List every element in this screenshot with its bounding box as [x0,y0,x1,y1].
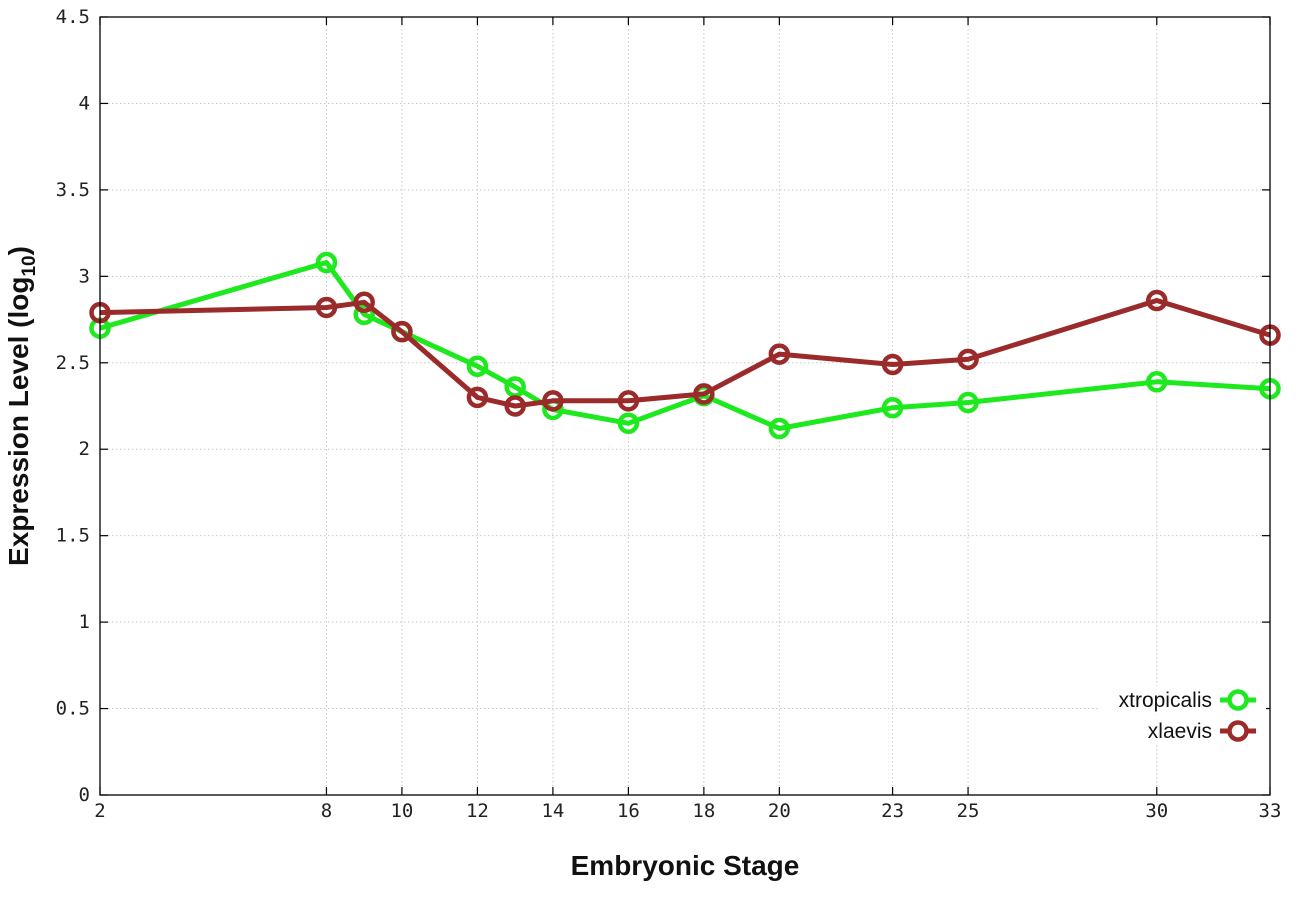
series-line-xtropicalis [99,260,1271,431]
data-point-xlaevis [881,353,904,376]
x-tick-label: 2 [94,800,105,822]
data-point-xtropicalis [353,303,375,326]
data-point-xtropicalis [617,412,640,435]
x-tick-label: 8 [321,800,332,822]
x-tick-label: 14 [541,800,564,822]
x-tick-label: 18 [692,800,715,822]
y-tick-label: 1 [79,611,90,633]
legend-label-xtropicalis: xtropicalis [1119,689,1212,712]
data-point-xlaevis [315,296,338,319]
data-point-xlaevis [617,390,640,412]
data-point-xlaevis [693,383,715,405]
x-tick-label: 33 [1259,800,1282,822]
data-point-xlaevis [391,320,413,343]
data-point-xtropicalis [1146,371,1168,393]
x-tick-label: 16 [617,800,640,822]
data-point-xtropicalis [466,355,489,377]
x-tick-label: 12 [466,800,489,822]
data-point-xlaevis [504,395,526,417]
x-tick-label: 25 [957,800,980,822]
y-tick-label: 0 [79,784,90,806]
legend-swatch-marker-xtropicalis [1227,689,1249,711]
y-tick-label: 3 [79,265,90,287]
data-point-xtropicalis [957,391,979,414]
series-layer [89,251,1281,440]
x-axis-title: Embryonic Stage [571,850,800,881]
data-point-xlaevis [1146,289,1168,312]
y-tick-label: 4.5 [56,6,90,28]
data-point-xlaevis [353,291,375,314]
x-tick-label: 23 [881,800,904,822]
legend-swatch-marker-xlaevis [1227,720,1249,742]
y-tick-label: 3.5 [56,179,90,201]
x-tick-label: 10 [390,800,413,822]
x-tick-label: 20 [768,800,791,822]
axis-ticks: 0 0.5 1 1.5 2 2.5 3 3.5 4 4.5 2 8 10 12 14 16 18 20 23 25 30… [56,6,1282,822]
data-point-xlaevis [768,343,791,365]
data-point-xtropicalis [768,417,791,440]
y-axis-title-group: Expression Level (log10) [3,246,40,566]
y-tick-label: 2 [79,438,90,460]
x-tick-label: 30 [1145,800,1168,822]
grid [100,17,1270,795]
y-tick-label: 0.5 [56,698,90,720]
data-point-xlaevis [957,348,979,371]
y-tick-label: 4 [79,92,90,114]
legend: xtropicalis xlaevis [1098,686,1266,745]
y-tick-label: 2.5 [56,352,90,374]
legend-label-xlaevis: xlaevis [1148,720,1212,743]
data-point-xtropicalis [315,251,338,274]
data-point-xtropicalis [881,396,904,419]
plot-frame [99,16,1271,796]
y-axis-title: Expression Level (log10) [3,246,40,566]
data-point-xlaevis [542,390,564,412]
data-point-xlaevis [466,386,489,409]
y-tick-label: 1.5 [56,525,90,547]
